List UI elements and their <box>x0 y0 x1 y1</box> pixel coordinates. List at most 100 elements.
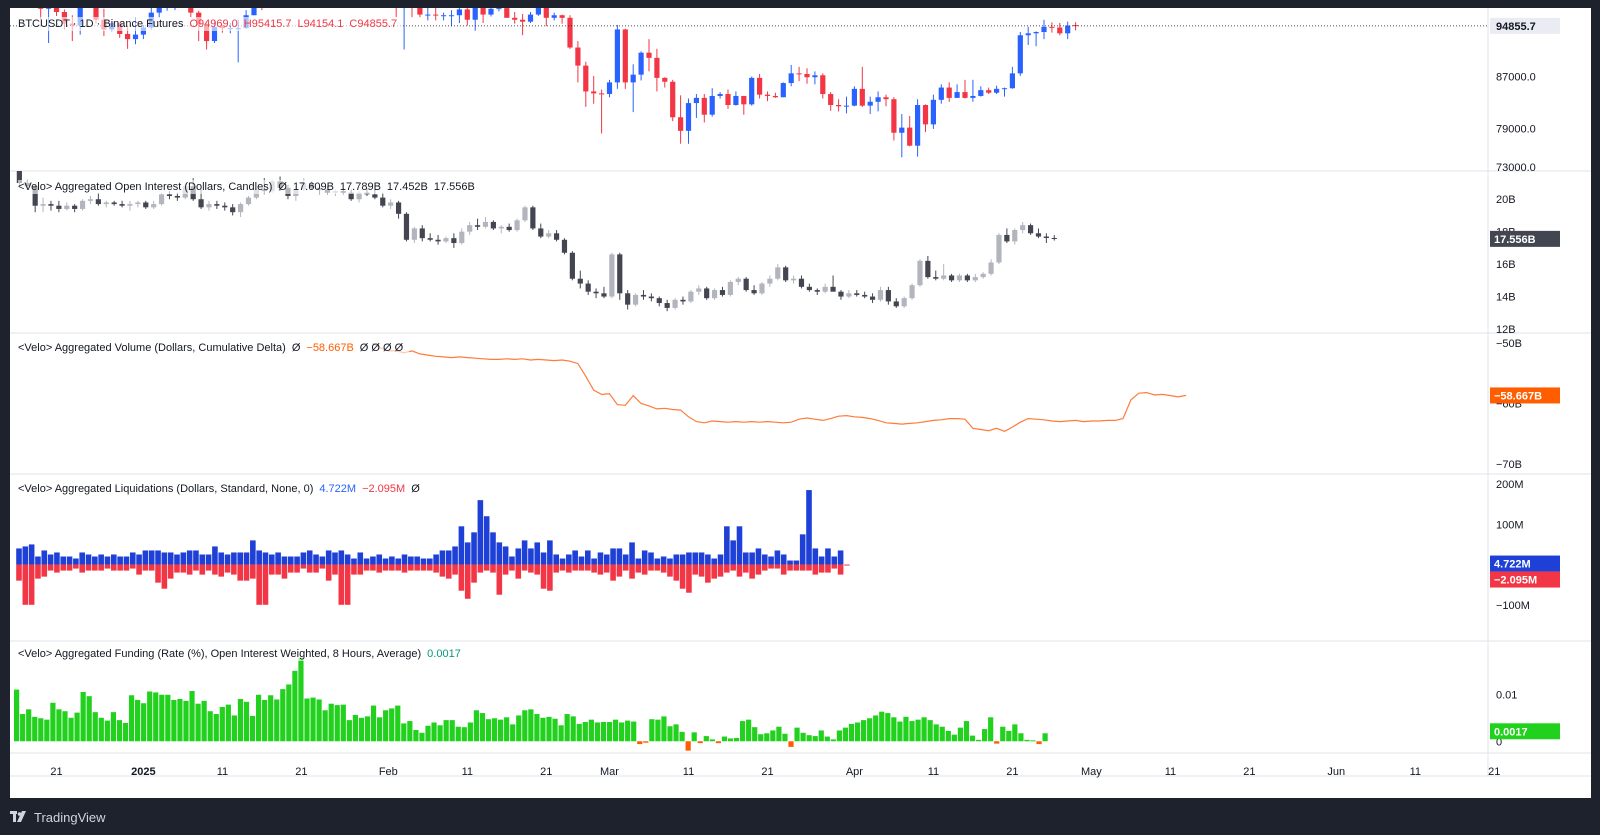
oi-candle <box>941 275 947 279</box>
funding-bar <box>165 694 171 742</box>
price-legend[interactable]: BTCUSDT · 1D · Binance Futures O94969.0 H9… <box>18 17 404 31</box>
liq-short-bar <box>313 564 319 573</box>
liq-long-bar <box>641 550 648 565</box>
liq-long-bar <box>420 558 427 565</box>
liq-short-bar <box>275 564 281 575</box>
liq-short-bar <box>85 564 92 571</box>
liq-long-bar <box>521 540 528 565</box>
price-candle <box>1049 26 1055 28</box>
funding-axis-tick: 0 <box>1496 736 1502 748</box>
liq-long-bar <box>256 550 262 565</box>
price-candle <box>851 88 857 106</box>
liq-long-value: 4.722M <box>319 483 357 495</box>
oi-candle <box>814 290 820 292</box>
funding-bar <box>806 735 812 742</box>
funding-bar <box>606 722 613 742</box>
oi-candle <box>451 238 457 244</box>
funding-indicator-name[interactable]: <Velo> Aggregated Funding (Rate (%), Ope… <box>18 648 422 660</box>
price-candle <box>788 73 794 84</box>
oi-candle <box>680 299 686 302</box>
liq-settings-glyph[interactable]: Ø <box>411 483 420 495</box>
liq-long-bar <box>243 552 250 565</box>
symbol-label[interactable]: BTCUSDT · 1D · Binance Futures <box>18 18 184 30</box>
liq-short-bar <box>41 564 48 577</box>
oi-candle <box>538 228 544 237</box>
liq-long-bar <box>660 556 667 565</box>
price-candle <box>448 15 455 17</box>
funding-bar <box>873 715 879 742</box>
liq-long-bar <box>212 546 218 565</box>
liq-long-bar <box>370 556 376 565</box>
oi-candle <box>751 290 757 294</box>
liq-short-bar <box>193 564 199 571</box>
liq-long-bar <box>180 552 187 565</box>
liq-short-bar <box>509 564 515 571</box>
liq-long-bar <box>793 560 800 565</box>
cvd-indicator-name[interactable]: <Velo> Aggregated Volume (Dollars, Cumul… <box>18 342 286 354</box>
price-candle <box>780 83 786 98</box>
price-candle <box>891 99 897 133</box>
liq-short-bar <box>199 564 206 575</box>
liq-short-bar <box>98 564 104 571</box>
price-candle <box>662 77 668 82</box>
liq-short-bar <box>231 564 237 575</box>
funding-bar <box>80 691 86 742</box>
liq-short-bar <box>142 564 149 571</box>
funding-bar <box>298 657 304 742</box>
liq-long-bar <box>22 546 29 565</box>
price-candle <box>559 15 565 18</box>
funding-bar <box>141 703 147 742</box>
liq-indicator-name[interactable]: <Velo> Aggregated Liquidations (Dollars,… <box>18 483 314 495</box>
price-candle <box>425 14 431 16</box>
liq-short-bar <box>844 564 850 566</box>
oi-legend[interactable]: <Velo> Aggregated Open Interest (Dollars… <box>18 180 481 194</box>
liq-short-bar <box>319 564 326 569</box>
oi-candle <box>822 286 828 292</box>
funding-bar <box>939 726 945 742</box>
tradingview-logo[interactable]: TradingView <box>10 808 106 826</box>
oi-candle <box>790 278 797 281</box>
liq-short-bar <box>212 564 218 575</box>
price-candle <box>717 94 723 96</box>
funding-bar <box>558 725 564 742</box>
chart-canvas[interactable]: 87000.079000.073000.094855.720B18B16B14B… <box>10 8 1591 798</box>
liq-long-bar <box>123 556 130 565</box>
oi-settings-glyph[interactable]: Ø <box>278 181 287 193</box>
liq-short-tag <box>1490 571 1560 588</box>
liq-short-bar <box>566 564 572 573</box>
liq-short-bar <box>54 564 60 573</box>
liq-long-bar <box>224 554 231 565</box>
funding-bar <box>189 691 195 742</box>
oi-candle <box>838 291 844 297</box>
liq-long-bar <box>591 558 597 565</box>
funding-legend[interactable]: <Velo> Aggregated Funding (Rate (%), Ope… <box>18 647 467 661</box>
liq-short-bar <box>433 564 439 573</box>
price-candle <box>512 17 518 20</box>
liq-short-bar <box>597 564 604 575</box>
liq-long-bar <box>566 554 572 565</box>
oi-candle <box>617 254 623 294</box>
liq-long-bar <box>635 558 642 565</box>
liq-short-bar <box>616 564 623 577</box>
liq-short-bar <box>578 564 585 571</box>
liq-legend[interactable]: <Velo> Aggregated Liquidations (Dollars,… <box>18 482 426 496</box>
funding-bar <box>419 732 425 742</box>
cvd-legend[interactable]: <Velo> Aggregated Volume (Dollars, Cumul… <box>18 341 410 355</box>
liq-long-bar <box>439 550 446 565</box>
liq-long-bar <box>148 550 155 565</box>
last-price-label: 94855.7 <box>1496 21 1536 33</box>
liq-short-bar <box>148 564 155 571</box>
funding-bar <box>969 735 976 742</box>
liq-long-bar <box>111 554 117 565</box>
liq-short-bar <box>395 564 401 571</box>
cvd-settings-glyph[interactable]: Ø <box>291 342 301 354</box>
oi-indicator-name[interactable]: <Velo> Aggregated Open Interest (Dollars… <box>18 181 273 193</box>
liq-long-bar <box>35 556 41 565</box>
liq-long-bar <box>458 526 465 565</box>
liq-long-bar <box>509 556 515 565</box>
funding-bar <box>1000 726 1006 742</box>
funding-bar <box>988 717 994 742</box>
price-candle <box>883 97 889 100</box>
funding-bar <box>159 694 165 742</box>
price-candle <box>922 105 929 125</box>
